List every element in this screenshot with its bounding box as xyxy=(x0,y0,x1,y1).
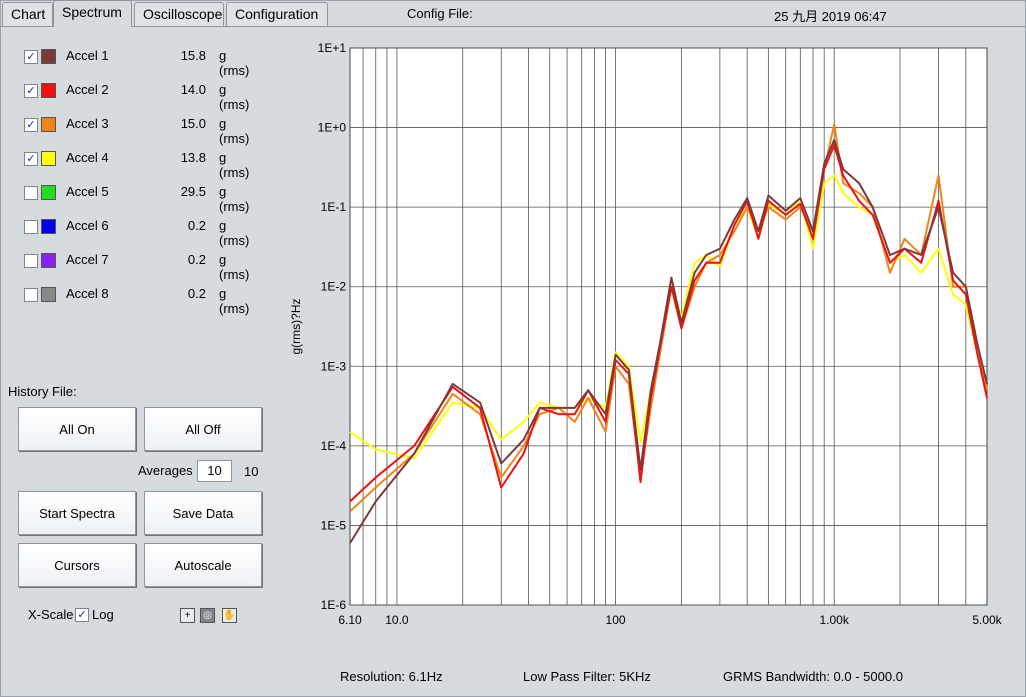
averages-input[interactable]: 10 xyxy=(197,460,232,482)
channel-name: Accel 5 xyxy=(66,184,109,199)
channel-grms-value: 15.8 xyxy=(180,48,206,63)
y-tick-label: 1E-4 xyxy=(321,439,347,453)
channel-color-swatch xyxy=(41,49,56,64)
channel-color-swatch xyxy=(41,287,56,302)
y-tick-label: 1E-3 xyxy=(321,359,347,373)
channel-grms-value: 13.8 xyxy=(180,150,206,165)
series-line xyxy=(349,138,988,544)
cursors-button[interactable]: Cursors xyxy=(18,543,136,587)
x-tick-label: 6.10 xyxy=(338,613,362,627)
channel-color-swatch xyxy=(41,117,56,132)
channel-unit: g (rms) xyxy=(219,48,250,78)
low-pass-filter-readout: Low Pass Filter: 5KHz xyxy=(523,669,651,684)
y-tick-label: 1E-2 xyxy=(321,280,347,294)
channel-row: Accel 7 0.2 g (rms) xyxy=(24,252,254,282)
channel-color-swatch xyxy=(41,151,56,166)
x-tick-label: 5.00k xyxy=(972,613,1002,627)
channel-name: Accel 2 xyxy=(66,82,109,97)
tab-chart[interactable]: Chart xyxy=(2,2,53,26)
grms-bandwidth-readout: GRMS Bandwidth: 0.0 - 5000.0 xyxy=(723,669,903,684)
series-line xyxy=(349,144,988,503)
channel-name: Accel 6 xyxy=(66,218,109,233)
channel-checkbox[interactable] xyxy=(24,288,38,302)
channel-unit: g (rms) xyxy=(219,286,250,316)
channel-row: ✓ Accel 3 15.0 g (rms) xyxy=(24,116,254,146)
log-checkbox[interactable]: ✓ xyxy=(75,608,89,622)
x-tick-label: 10.0 xyxy=(385,613,409,627)
tab-divider xyxy=(0,26,1026,27)
channel-color-swatch xyxy=(41,219,56,234)
channel-row: ✓ Accel 2 14.0 g (rms) xyxy=(24,82,254,112)
channel-row: ✓ Accel 4 13.8 g (rms) xyxy=(24,150,254,180)
config-file-label: Config File: xyxy=(407,6,473,21)
channel-checkbox[interactable]: ✓ xyxy=(24,152,38,166)
channel-color-swatch xyxy=(41,83,56,98)
channel-checkbox[interactable] xyxy=(24,186,38,200)
datetime-display: 25 九月 2019 06:47 xyxy=(774,9,887,24)
channel-name: Accel 4 xyxy=(66,150,109,165)
channel-row: Accel 8 0.2 g (rms) xyxy=(24,286,254,316)
channel-color-swatch xyxy=(41,253,56,268)
tab-bar: Chart Spectrum Oscilloscope Configuratio… xyxy=(0,0,1026,27)
crosshair-tool-icon[interactable]: + xyxy=(180,608,195,623)
channel-row: ✓ Accel 1 15.8 g (rms) xyxy=(24,48,254,78)
start-spectra-button[interactable]: Start Spectra xyxy=(18,491,136,535)
y-tick-label: 1E-6 xyxy=(321,598,347,612)
channel-grms-value: 0.2 xyxy=(187,218,206,233)
channel-grms-value: 29.5 xyxy=(180,184,206,199)
zoom-tool-icon[interactable]: ◎ xyxy=(200,608,215,623)
channel-unit: g (rms) xyxy=(219,82,250,112)
all-on-button[interactable]: All On xyxy=(18,407,136,451)
channel-grms-value: 0.2 xyxy=(187,252,206,267)
channel-name: Accel 3 xyxy=(66,116,109,131)
xscale-label: X-Scale xyxy=(28,607,74,622)
series-line xyxy=(349,123,988,513)
channel-unit: g (rms) xyxy=(219,150,250,180)
channel-unit: g (rms) xyxy=(219,218,250,248)
channel-checkbox[interactable] xyxy=(24,254,38,268)
channel-grms-value: 14.0 xyxy=(180,82,206,97)
tab-oscilloscope[interactable]: Oscilloscope xyxy=(134,2,224,26)
y-tick-label: 1E+1 xyxy=(318,41,347,55)
y-tick-label: 1E+0 xyxy=(318,121,347,135)
channel-checkbox[interactable]: ✓ xyxy=(24,50,38,64)
x-tick-label: 1.00k xyxy=(820,613,850,627)
history-file-label: History File: xyxy=(8,384,77,399)
resolution-readout: Resolution: 6.1Hz xyxy=(340,669,443,684)
channel-name: Accel 1 xyxy=(66,48,109,63)
averages-label: Averages xyxy=(138,463,193,478)
x-tick-label: 100 xyxy=(606,613,626,627)
tab-spectrum[interactable]: Spectrum xyxy=(53,0,132,27)
y-axis-label: g(rms)?Hz xyxy=(289,299,303,355)
log-label: Log xyxy=(92,607,114,622)
channel-unit: g (rms) xyxy=(219,116,250,146)
channel-checkbox[interactable]: ✓ xyxy=(24,118,38,132)
channel-grms-value: 0.2 xyxy=(187,286,206,301)
y-tick-label: 1E-5 xyxy=(321,518,347,532)
channel-name: Accel 7 xyxy=(66,252,109,267)
channel-row: Accel 6 0.2 g (rms) xyxy=(24,218,254,248)
channel-grms-value: 15.0 xyxy=(180,116,206,131)
channel-unit: g (rms) xyxy=(219,252,250,282)
autoscale-button[interactable]: Autoscale xyxy=(144,543,262,587)
log-checkbox-wrap: ✓ xyxy=(75,607,89,625)
plot-area xyxy=(349,47,988,606)
all-off-button[interactable]: All Off xyxy=(144,407,262,451)
averages-count: 10 xyxy=(244,464,259,479)
tab-configuration[interactable]: Configuration xyxy=(226,2,328,26)
channel-checkbox[interactable]: ✓ xyxy=(24,84,38,98)
channel-name: Accel 8 xyxy=(66,286,109,301)
pan-hand-tool-icon[interactable]: ✋ xyxy=(222,608,237,623)
save-data-button[interactable]: Save Data xyxy=(144,491,262,535)
channel-unit: g (rms) xyxy=(219,184,250,214)
channel-color-swatch xyxy=(41,185,56,200)
channel-checkbox[interactable] xyxy=(24,220,38,234)
channel-row: Accel 5 29.5 g (rms) xyxy=(24,184,254,214)
y-tick-label: 1E-1 xyxy=(321,200,347,214)
